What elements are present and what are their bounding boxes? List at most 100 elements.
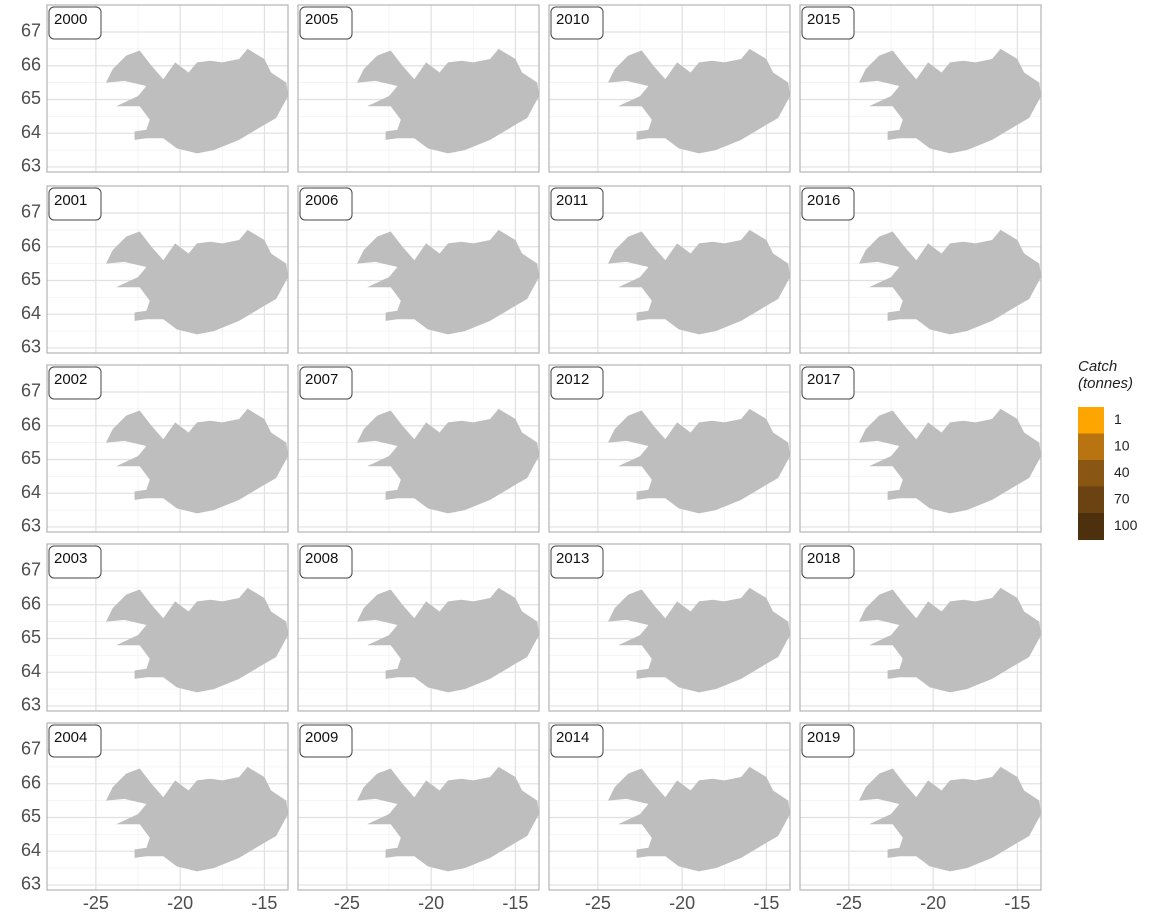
y-tick-label: 63 (21, 337, 41, 357)
facet-label-box (550, 366, 604, 400)
land (859, 229, 1041, 335)
x-tick-label: -25 (83, 893, 109, 913)
y-tick-label: 64 (21, 840, 41, 860)
land (106, 48, 288, 154)
facet: 2008 (297, 543, 540, 712)
y-tick-label: 66 (21, 593, 41, 613)
panel-border (799, 185, 1042, 354)
facet: 2015 (799, 4, 1042, 173)
panel-border (548, 4, 791, 173)
y-tick-label: 64 (21, 303, 41, 323)
panel-border (799, 543, 1042, 712)
facet: 2014 -25 -20 -15 (548, 722, 791, 913)
land (357, 229, 539, 335)
facet: 2010 (548, 4, 791, 173)
x-tick-label: -15 (1004, 893, 1030, 913)
facet-label: 2011 (556, 192, 588, 209)
facet-label: 2010 (556, 11, 589, 28)
land (608, 587, 790, 693)
facet-label: 2009 (305, 729, 338, 746)
facet-label: 2007 (305, 371, 338, 388)
y-tick-label: 65 (21, 88, 41, 108)
y-tick-label: 63 (21, 516, 41, 536)
land (608, 48, 790, 154)
facet-label-box (48, 724, 102, 758)
facet-label-box (801, 724, 855, 758)
facet: 2001 63 64 65 66 67 (21, 185, 289, 357)
x-tick-label: -15 (753, 893, 779, 913)
land (357, 766, 539, 872)
panel-border (297, 722, 540, 891)
y-tick-label: 65 (21, 448, 41, 468)
facet-label: 2012 (556, 371, 589, 388)
legend-label: 40 (1114, 464, 1130, 480)
facet-label: 2008 (305, 550, 338, 567)
y-tick-label: 63 (21, 156, 41, 176)
facet: 2011 (548, 185, 791, 354)
y-tick-label: 64 (21, 661, 41, 681)
facet: 2005 (297, 4, 540, 173)
y-tick-label: 65 (21, 269, 41, 289)
y-tick-label: 65 (21, 627, 41, 647)
facet-label: 2019 (807, 729, 840, 746)
panel-border (799, 364, 1042, 533)
facet-label-box (299, 545, 353, 579)
y-tick-label: 63 (21, 874, 41, 894)
y-tick-label: 67 (21, 560, 41, 580)
land (106, 229, 288, 335)
facet-label: 2018 (807, 550, 840, 567)
facet-label-box (48, 545, 102, 579)
facet: 2002 63 64 65 66 67 (21, 364, 289, 536)
facet-label: 2001 (54, 192, 87, 209)
land (859, 48, 1041, 154)
facet-label-box (801, 187, 855, 221)
land (859, 408, 1041, 514)
x-tick-label: -20 (920, 893, 946, 913)
facet-label: 2013 (556, 550, 589, 567)
facet-label-box (801, 366, 855, 400)
panel-border (799, 4, 1042, 173)
facet-label-box (550, 724, 604, 758)
facet-label-box (550, 6, 604, 40)
facet: 2019 -25 -20 -15 (799, 722, 1042, 913)
legend-label: 10 (1114, 437, 1130, 453)
y-tick-label: 64 (21, 482, 41, 502)
facet-label-box (48, 187, 102, 221)
x-tick-label: -20 (669, 893, 695, 913)
facet: 2013 (548, 543, 791, 712)
y-tick-label: 67 (21, 739, 41, 759)
y-tick-label: 66 (21, 414, 41, 434)
x-tick-label: -25 (836, 893, 862, 913)
facet-label-box (299, 724, 353, 758)
panel-border (548, 364, 791, 533)
facet-label: 2017 (807, 371, 840, 388)
facet: 2012 (548, 364, 791, 533)
facet-label-box (48, 366, 102, 400)
facet-label-box (801, 6, 855, 40)
panel-border (46, 543, 289, 712)
legend-label: 70 (1114, 490, 1130, 506)
legend-swatch (1078, 433, 1104, 461)
panel-border (548, 185, 791, 354)
facet-label: 2004 (54, 729, 87, 746)
land (106, 408, 288, 514)
panel-border (799, 722, 1042, 891)
facet-label-box (48, 6, 102, 40)
legend-swatch (1078, 407, 1104, 434)
facet-label: 2005 (305, 11, 338, 28)
facet: 2018 (799, 543, 1042, 712)
y-tick-label: 64 (21, 122, 41, 142)
x-tick-label: -20 (167, 893, 193, 913)
legend-swatch (1078, 460, 1104, 487)
facet: 2009 -25 -20 -15 (297, 722, 540, 913)
land (608, 229, 790, 335)
panel-border (46, 722, 289, 891)
facet: 2016 (799, 185, 1042, 354)
land (859, 766, 1041, 872)
y-tick-label: 66 (21, 235, 41, 255)
land (608, 408, 790, 514)
facet-label-box (550, 187, 604, 221)
legend-label: 100 (1114, 517, 1138, 533)
